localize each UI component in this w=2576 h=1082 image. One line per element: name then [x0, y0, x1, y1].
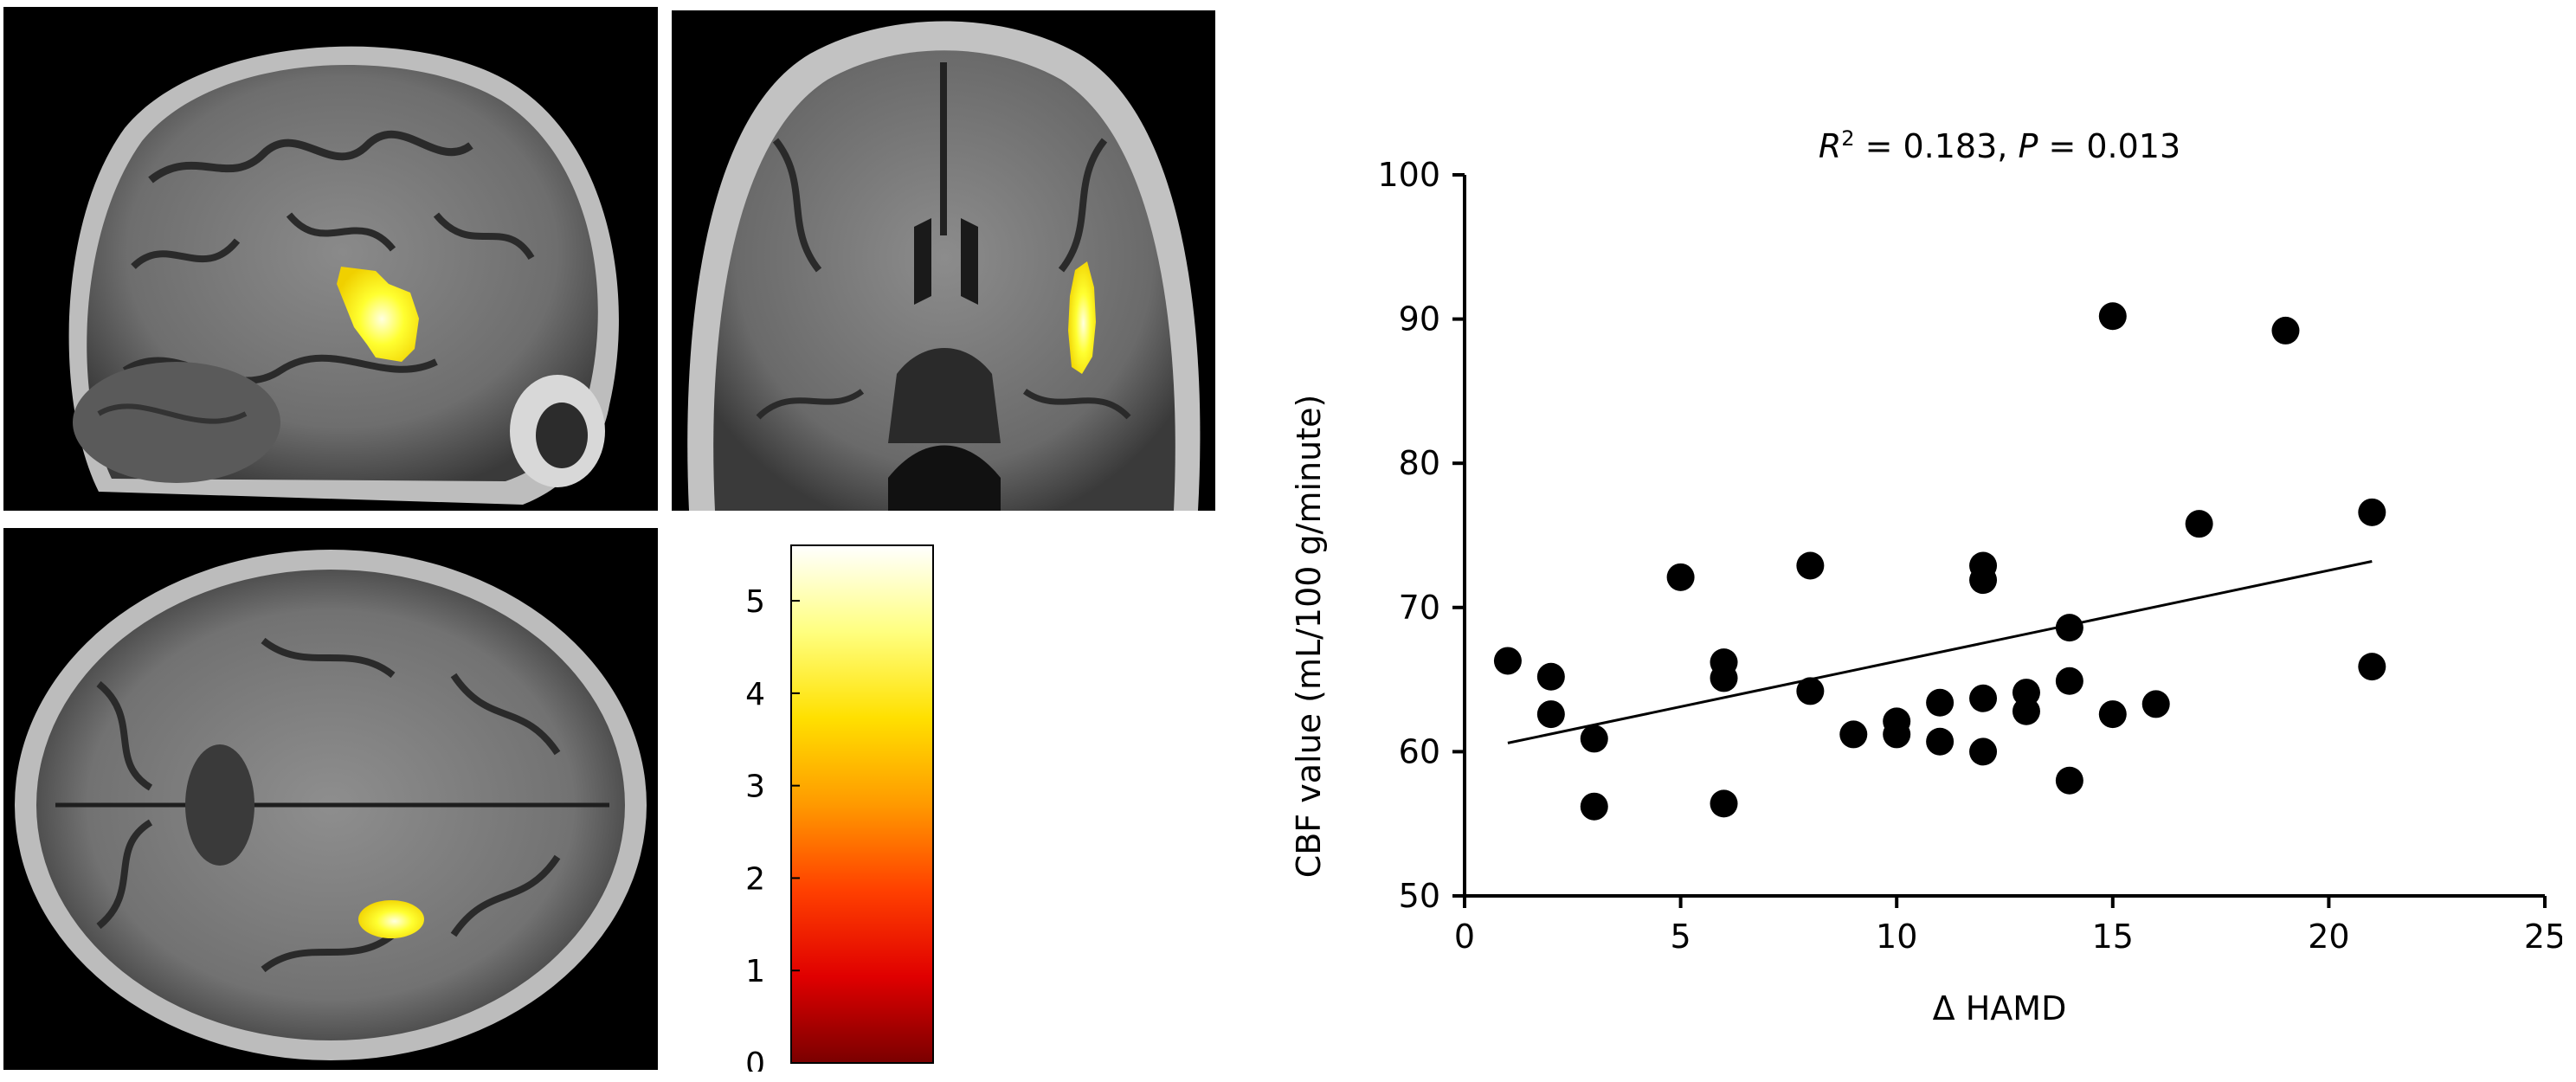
regression-line — [1507, 560, 2373, 744]
chart-title: R2 = 0.183, P = 0.013 — [1819, 126, 2180, 165]
data-point — [1710, 664, 1738, 692]
data-point — [1883, 720, 1911, 749]
x-axis-label: Δ HAMD — [1933, 989, 2067, 1027]
y-axis-label: CBF value (mL/100 g/minute) — [1290, 395, 1328, 879]
brain-coronal-image — [687, 21, 1201, 511]
colorbar-tick-label: 5 — [745, 584, 765, 620]
data-point — [2185, 510, 2213, 538]
data-point — [1710, 789, 1738, 818]
y-tick-label: 100 — [1377, 156, 1440, 194]
data-point — [1839, 720, 1868, 749]
y-tick-label: 80 — [1399, 444, 1440, 482]
data-point — [1969, 737, 1998, 766]
brain-coronal-panel — [672, 10, 1215, 511]
y-tick-label: 70 — [1399, 589, 1440, 627]
data-point — [2271, 316, 2300, 345]
chart-title-p-value: = 0.013 — [2038, 127, 2180, 165]
data-point — [2055, 766, 2083, 795]
brain-axial-panel — [3, 528, 658, 1070]
colorbar: 0 1 2 3 4 5 — [692, 544, 969, 1082]
brain-sagittal-panel — [3, 7, 658, 511]
data-point — [1969, 684, 1998, 712]
data-point — [1926, 727, 1955, 756]
data-point — [1580, 725, 1608, 753]
data-point — [1666, 563, 1695, 591]
data-point — [1796, 551, 1825, 580]
scatter-chart-svg: R2 = 0.183, P = 0.013 50 60 70 80 90 100 0 5 10… — [1290, 126, 2566, 1027]
data-point — [2141, 690, 2170, 718]
data-point — [2055, 614, 2083, 642]
chart-title-r2-value: = 0.183, — [1855, 127, 2019, 165]
data-point — [1536, 700, 1565, 729]
colorbar-tick-label: 4 — [745, 677, 765, 712]
axial-activation-blob — [358, 900, 424, 938]
x-tick-label: 25 — [2524, 918, 2562, 956]
x-tick-label: 0 — [1454, 918, 1475, 956]
y-tick-label: 50 — [1399, 877, 1440, 915]
x-tick-label: 5 — [1671, 918, 1691, 956]
colorbar-tick-label: 0 — [745, 1047, 765, 1072]
coronal-activation-blob — [1068, 261, 1096, 374]
colorbar-tick-label: 1 — [745, 954, 765, 989]
y-tick-label: 90 — [1399, 300, 1440, 338]
data-point — [2098, 302, 2127, 331]
chart-title-p-symbol: P — [2018, 127, 2038, 165]
data-point — [2055, 667, 2083, 695]
x-tick-label: 15 — [2092, 918, 2134, 956]
data-point — [1969, 566, 1998, 595]
data-point — [1580, 792, 1608, 821]
data-point — [1536, 662, 1565, 691]
data-point — [1796, 677, 1825, 705]
colorbar-tick-label: 3 — [745, 770, 765, 805]
brain-axial-image — [15, 550, 647, 1060]
data-point — [2358, 653, 2386, 681]
chart-title-r2-exp: 2 — [1841, 126, 1854, 151]
y-tick-label: 60 — [1399, 732, 1440, 770]
sagittal-activation-blob — [337, 267, 419, 362]
colorbar-svg: 0 1 2 3 4 5 — [745, 544, 934, 1082]
data-point — [1493, 647, 1522, 675]
colorbar-gradient — [790, 544, 934, 1064]
colorbar-tick-label: 2 — [745, 861, 765, 897]
chart-title-r2-symbol: R — [1819, 127, 1841, 165]
data-point — [2098, 700, 2127, 729]
x-tick-label: 20 — [2308, 918, 2349, 956]
brain-sagittal-image — [68, 46, 619, 505]
data-point — [2012, 697, 2040, 725]
x-tick-label: 10 — [1876, 918, 1917, 956]
data-point — [1926, 688, 1955, 717]
scatter-chart: R2 = 0.183, P = 0.013 50 60 70 80 90 100 0 5 10… — [1281, 104, 2566, 1039]
data-point — [2358, 498, 2386, 526]
